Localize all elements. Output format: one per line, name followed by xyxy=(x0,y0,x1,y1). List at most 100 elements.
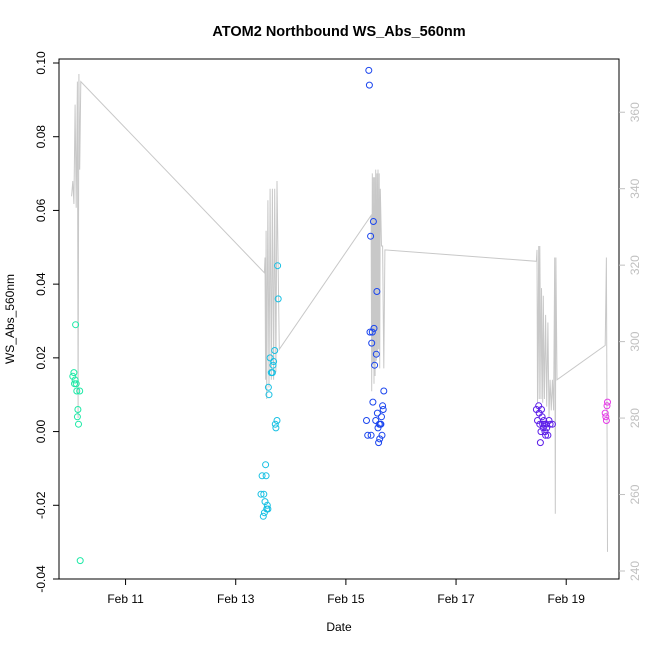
x-tick-label: Feb 17 xyxy=(437,592,475,606)
data-point xyxy=(273,417,281,424)
data-point xyxy=(75,420,82,428)
data-point xyxy=(538,413,546,421)
data-point xyxy=(270,358,278,365)
data-point xyxy=(271,347,279,354)
data-point xyxy=(365,81,373,89)
data-point xyxy=(379,406,387,413)
data-point xyxy=(264,505,272,513)
data-point xyxy=(537,428,545,436)
y2-tick-label: 320 xyxy=(628,255,642,275)
data-point xyxy=(366,328,374,336)
data-point xyxy=(266,354,274,362)
y2-tick-label: 360 xyxy=(628,102,642,122)
data-point xyxy=(274,262,282,270)
data-point xyxy=(264,383,272,391)
data-point xyxy=(272,424,280,432)
y2-tick-label: 260 xyxy=(628,484,642,504)
data-point xyxy=(369,218,377,225)
data-point xyxy=(76,387,84,395)
data-point xyxy=(72,380,80,388)
data-point xyxy=(603,402,611,410)
data-point xyxy=(261,498,269,506)
x-axis-label: Date xyxy=(326,620,352,634)
data-point xyxy=(367,431,375,439)
secondary-y-axis: 240 260 280 300 320 340 360 xyxy=(619,102,642,581)
data-point xyxy=(257,490,265,498)
y-tick-label: -0.02 xyxy=(34,491,48,519)
data-point xyxy=(269,361,277,369)
data-point xyxy=(378,413,385,421)
data-point xyxy=(602,413,610,421)
data-point xyxy=(380,387,388,395)
y-tick-label: 0.06 xyxy=(34,198,48,222)
data-point xyxy=(373,409,381,417)
data-point xyxy=(368,328,376,336)
data-point xyxy=(274,295,282,303)
y2-tick-label: 240 xyxy=(628,561,642,581)
y2-tick-label: 300 xyxy=(628,331,642,351)
secondary-series-line xyxy=(71,73,608,552)
data-point xyxy=(260,490,268,498)
data-point xyxy=(73,413,81,421)
data-point xyxy=(262,461,270,469)
data-point xyxy=(367,232,375,240)
y-tick-label: 0.02 xyxy=(34,346,48,370)
plot-frame xyxy=(58,58,620,580)
data-point xyxy=(372,350,380,358)
x-tick-label: Feb 15 xyxy=(327,592,365,606)
chart-title: ATOM2 Northbound WS_Abs_560nm xyxy=(212,24,465,40)
x-tick-label: Feb 19 xyxy=(548,592,586,606)
data-point xyxy=(260,509,268,517)
data-point xyxy=(369,398,377,406)
y-tick-label: -0.04 xyxy=(34,565,48,593)
data-point xyxy=(538,406,545,413)
data-point xyxy=(540,417,548,424)
x-tick-label: Feb 13 xyxy=(217,592,255,606)
data-point xyxy=(363,417,370,424)
data-point xyxy=(373,288,381,295)
data-point xyxy=(368,339,376,347)
x-axis: Feb 11 Feb 13 Feb 15 Feb 17 Feb 19 xyxy=(107,579,585,606)
data-point xyxy=(377,420,385,428)
data-point xyxy=(379,402,387,410)
data-point xyxy=(268,369,276,377)
y-tick-label: 0.08 xyxy=(34,125,48,149)
y-tick-label: 0.00 xyxy=(34,420,48,444)
data-point xyxy=(265,391,273,399)
data-point xyxy=(72,321,80,329)
y2-tick-label: 280 xyxy=(628,408,642,428)
data-point xyxy=(376,435,384,443)
data-point xyxy=(546,420,554,428)
data-point xyxy=(259,512,267,520)
data-point xyxy=(263,501,271,509)
data-point xyxy=(73,387,81,395)
data-point xyxy=(69,372,77,380)
data-point xyxy=(76,557,84,565)
data-point-layer xyxy=(69,66,611,565)
data-point xyxy=(371,361,379,369)
data-point xyxy=(372,417,380,424)
y-axis: -0.04 -0.02 0.00 0.02 0.04 0.06 0.08 0.10 xyxy=(34,51,59,593)
data-point xyxy=(262,472,270,480)
y-axis-label: WS_Abs_560nm xyxy=(3,274,17,364)
data-point xyxy=(536,439,544,447)
y-tick-label: 0.04 xyxy=(34,272,48,296)
data-point xyxy=(542,431,550,439)
data-point xyxy=(74,406,82,413)
data-point xyxy=(70,369,78,377)
data-point xyxy=(378,431,386,439)
secondary-line-layer xyxy=(71,73,608,552)
data-point xyxy=(71,376,79,384)
x-tick-label: Feb 11 xyxy=(107,592,144,606)
data-point xyxy=(365,66,373,74)
data-point xyxy=(604,398,611,406)
y2-tick-label: 340 xyxy=(628,178,642,198)
data-point xyxy=(271,420,279,428)
data-point xyxy=(375,439,383,447)
data-point xyxy=(548,420,556,428)
data-point xyxy=(601,409,609,417)
y-tick-label: 0.10 xyxy=(34,51,48,75)
data-point xyxy=(544,431,552,439)
data-point xyxy=(258,472,266,480)
